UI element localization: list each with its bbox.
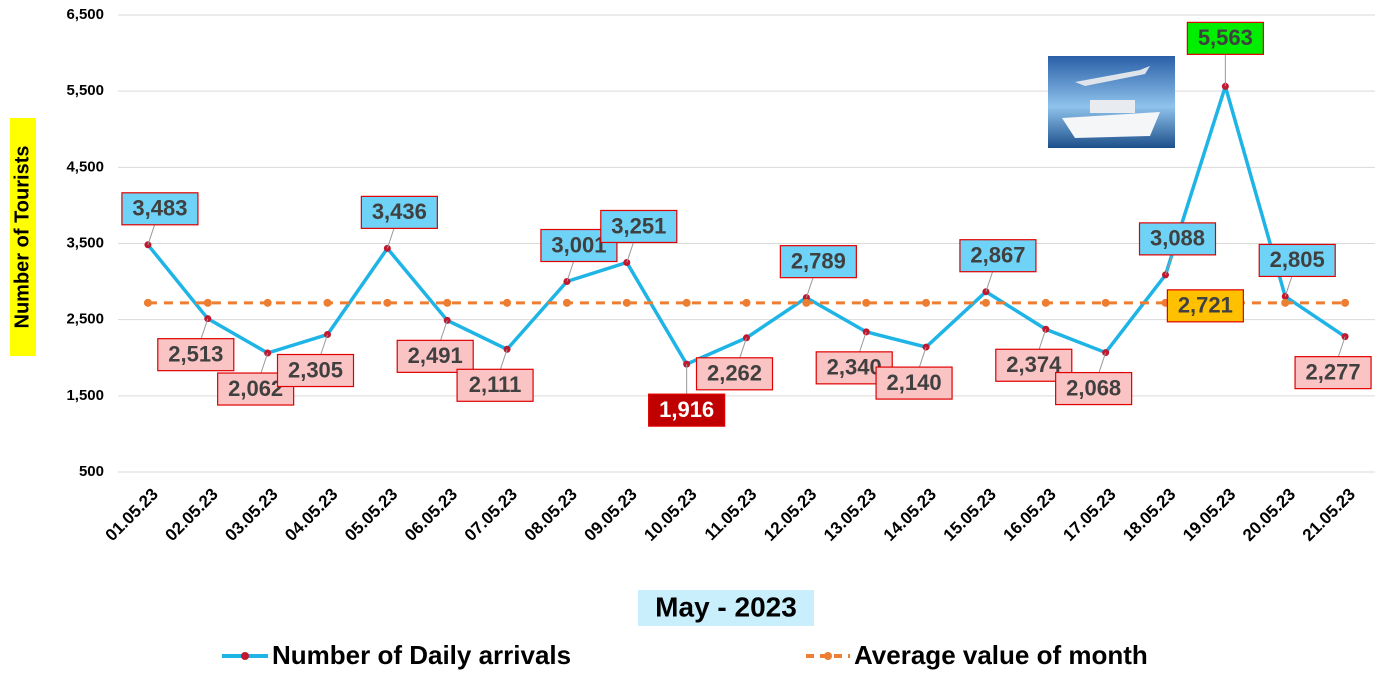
value-label: 2,111 xyxy=(469,372,522,397)
chart: 500 1,500 2,500 3,500 4,500 5,500 6,500 01.05.2… xyxy=(0,0,1382,675)
data-point xyxy=(264,299,272,307)
x-tick-label: 06.05.23 xyxy=(401,485,461,545)
value-label: 3,088 xyxy=(1150,226,1205,251)
data-point xyxy=(743,299,751,307)
y-tick-label: 6,500 xyxy=(66,6,104,23)
value-label: 2,867 xyxy=(970,243,1025,268)
y-tick-label: 3,500 xyxy=(66,234,104,251)
data-point xyxy=(683,299,691,307)
x-tick-label: 01.05.23 xyxy=(102,485,162,545)
y-axis-title: Number of Tourists xyxy=(11,146,33,329)
data-point xyxy=(623,299,631,307)
y-tick-label: 2,500 xyxy=(66,311,104,328)
x-tick-label: 18.05.23 xyxy=(1119,485,1179,545)
data-point xyxy=(1341,299,1349,307)
x-tick-label: 19.05.23 xyxy=(1179,485,1239,545)
x-tick-label: 12.05.23 xyxy=(760,485,820,545)
x-tick-label: 08.05.23 xyxy=(521,485,581,545)
data-point xyxy=(862,299,870,307)
y-tick-label: 5,500 xyxy=(66,82,104,99)
x-tick-label: 15.05.23 xyxy=(940,485,1000,545)
plot-area: 500 1,500 2,500 3,500 4,500 5,500 6,500 01.05.2… xyxy=(66,6,1375,545)
data-point xyxy=(802,299,810,307)
illustration xyxy=(1048,56,1175,148)
value-label: 2,062 xyxy=(228,376,283,401)
legend: Number of Daily arrivals Average value o… xyxy=(222,640,1148,670)
data-point xyxy=(1281,299,1289,307)
value-label: 2,491 xyxy=(408,343,463,368)
x-tick-label: 13.05.23 xyxy=(820,485,880,545)
data-point xyxy=(1102,299,1110,307)
x-tick-label: 17.05.23 xyxy=(1059,485,1119,545)
x-tick-label: 14.05.23 xyxy=(880,485,940,545)
value-label: 2,140 xyxy=(887,370,942,395)
y-tick-label: 4,500 xyxy=(66,158,104,175)
data-point xyxy=(1042,299,1050,307)
x-tick-label: 04.05.23 xyxy=(281,485,341,545)
value-label: 2,721 xyxy=(1178,293,1233,318)
value-label: 3,251 xyxy=(611,213,666,238)
y-tick-label: 500 xyxy=(79,463,104,480)
data-point xyxy=(563,299,571,307)
value-label: 2,340 xyxy=(827,355,882,380)
value-label: 2,305 xyxy=(288,357,343,382)
value-label: 2,262 xyxy=(707,361,762,386)
y-tick-label: 1,500 xyxy=(66,387,104,404)
legend-label: Average value of month xyxy=(854,640,1148,670)
legend-marker xyxy=(824,652,832,660)
x-tick-label: 07.05.23 xyxy=(461,485,521,545)
value-label: 2,789 xyxy=(791,248,846,273)
data-point xyxy=(204,299,212,307)
value-label: 2,374 xyxy=(1006,352,1062,377)
data-point xyxy=(443,299,451,307)
legend-label: Number of Daily arrivals xyxy=(272,640,571,670)
x-tick-label: 09.05.23 xyxy=(581,485,641,545)
value-label: 5,563 xyxy=(1198,25,1253,50)
x-tick-label: 21.05.23 xyxy=(1299,485,1359,545)
value-label: 3,001 xyxy=(551,232,606,257)
data-point xyxy=(982,299,990,307)
x-tick-label: 05.05.23 xyxy=(341,485,401,545)
value-label: 2,513 xyxy=(168,341,223,366)
x-tick-label: 03.05.23 xyxy=(221,485,281,545)
legend-marker xyxy=(241,652,249,660)
data-point xyxy=(922,299,930,307)
value-label: 2,068 xyxy=(1066,375,1121,400)
value-label: 1,916 xyxy=(659,397,714,422)
value-label: 2,277 xyxy=(1306,359,1361,384)
data-point xyxy=(324,299,332,307)
x-axis-title: May - 2023 xyxy=(655,591,797,622)
value-label: 2,805 xyxy=(1270,247,1325,272)
x-tick-label: 20.05.23 xyxy=(1239,485,1299,545)
data-point xyxy=(383,299,391,307)
x-tick-label: 11.05.23 xyxy=(701,485,761,545)
x-tick-label: 02.05.23 xyxy=(162,485,222,545)
x-tick-label: 10.05.23 xyxy=(640,485,700,545)
data-point xyxy=(503,299,511,307)
value-label: 3,436 xyxy=(372,199,427,224)
x-tick-label: 16.05.23 xyxy=(1000,485,1060,545)
data-point xyxy=(144,299,152,307)
value-label: 3,483 xyxy=(132,196,187,221)
